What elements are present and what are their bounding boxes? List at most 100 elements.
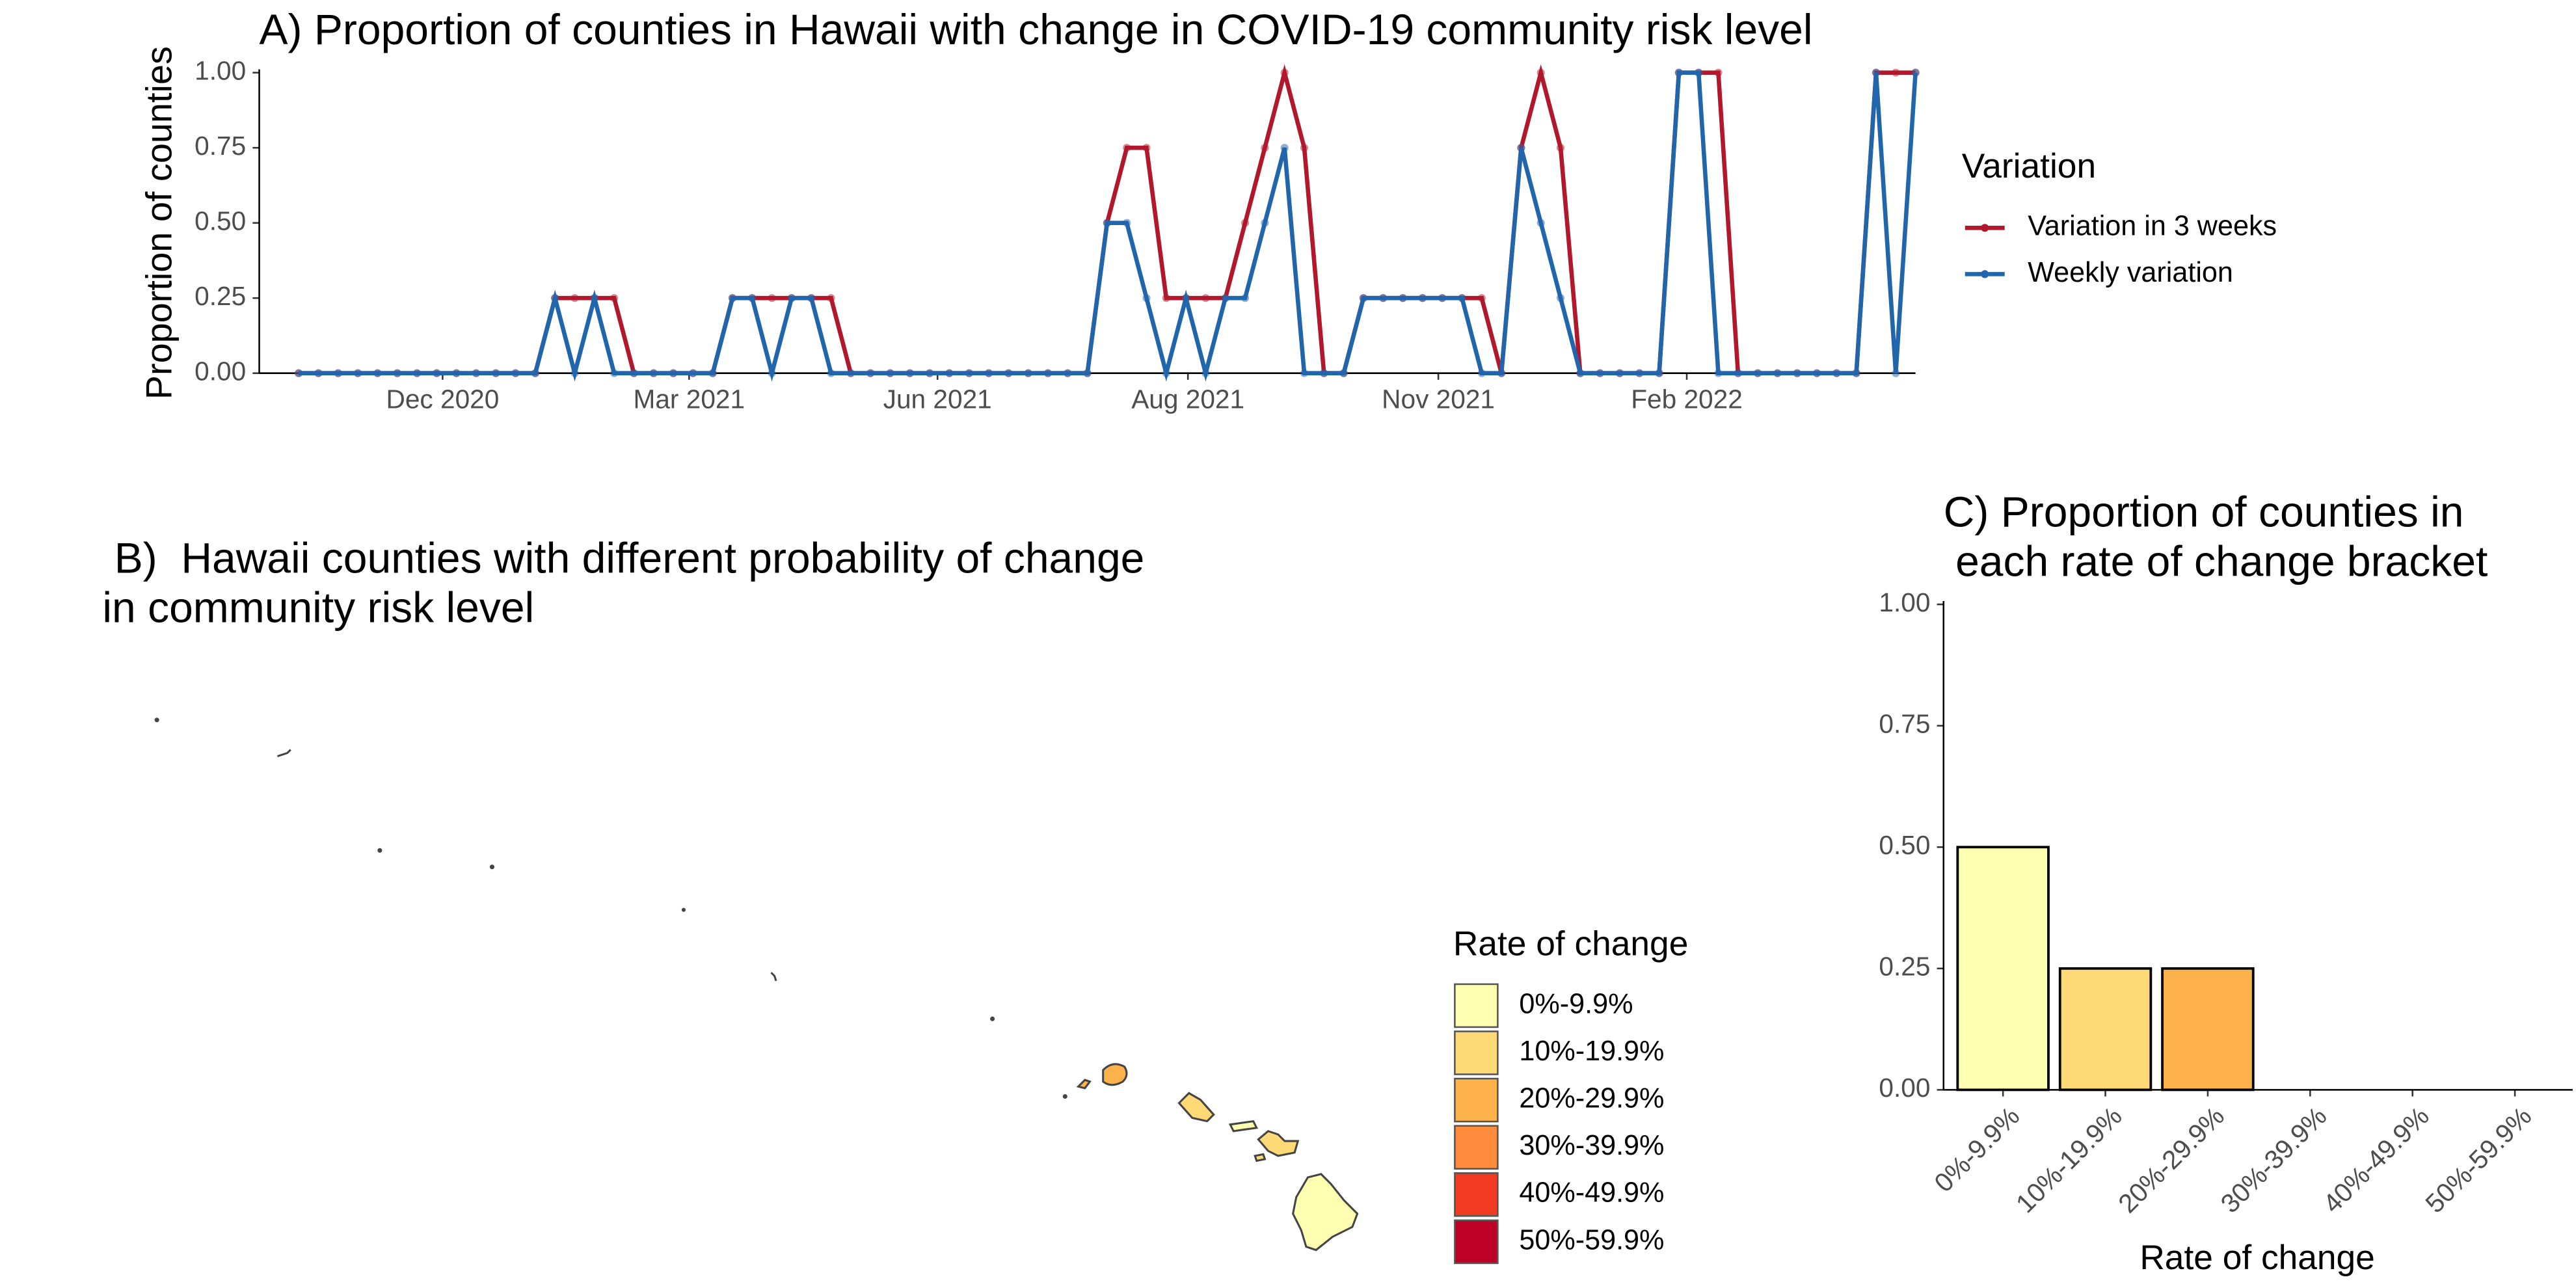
series-point — [768, 294, 776, 302]
series-point — [590, 294, 598, 302]
hawaii-map — [154, 718, 1359, 1252]
series-point — [1339, 369, 1348, 377]
series-point — [827, 369, 835, 377]
series-point — [1872, 68, 1881, 77]
y-tick-label: 0.00 — [195, 356, 246, 386]
series-point — [472, 369, 481, 377]
series-point — [433, 369, 441, 377]
x-tick-label: Nov 2021 — [1382, 384, 1495, 414]
series-point — [334, 369, 342, 377]
series-point — [1162, 369, 1170, 377]
series-point — [906, 369, 914, 377]
series-point — [965, 369, 973, 377]
x-tick-label: Aug 2021 — [1131, 384, 1244, 414]
y-axis-label: Proportion of counties — [139, 46, 180, 399]
series-point — [1320, 369, 1328, 377]
oahu — [1177, 1092, 1215, 1123]
series-point — [1300, 144, 1309, 152]
series-point — [1280, 68, 1289, 77]
series-point — [1655, 369, 1663, 377]
x-tick-label: Mar 2021 — [634, 384, 745, 414]
series-point — [1793, 369, 1801, 377]
series-point — [570, 294, 579, 302]
legend-swatch — [1454, 983, 1499, 1028]
bar — [2058, 967, 2153, 1092]
series-point — [610, 369, 619, 377]
series-point — [1221, 294, 1229, 302]
series-point — [1852, 369, 1860, 377]
series-point — [1399, 294, 1407, 302]
islet — [154, 718, 159, 723]
series-point — [1418, 294, 1427, 302]
legend-dot — [1981, 224, 1989, 232]
series-point — [511, 369, 520, 377]
legend-label: Weekly variation — [2028, 257, 2233, 288]
molokai — [1228, 1120, 1259, 1133]
maui — [1257, 1130, 1300, 1157]
chart-title: each rate of change bracket — [1944, 537, 2488, 585]
y-tick-label: 0.50 — [195, 206, 246, 235]
bar — [2161, 967, 2255, 1092]
series-point — [1714, 369, 1723, 377]
series-point — [1517, 144, 1525, 152]
series-point — [1556, 294, 1565, 302]
x-tick-label: Dec 2020 — [386, 384, 500, 414]
series-point — [373, 369, 382, 377]
series-point — [1024, 369, 1032, 377]
series-point — [630, 369, 638, 377]
legend-title: Variation — [1962, 147, 2096, 185]
series-point — [689, 369, 697, 377]
legend-swatch — [1454, 1172, 1499, 1217]
series-point — [1083, 369, 1092, 377]
x-tick-label: 0%-9.9% — [1928, 1101, 2025, 1198]
series-point — [353, 369, 362, 377]
series-point — [1477, 369, 1486, 377]
series-point — [1359, 294, 1368, 302]
series-point — [1142, 294, 1151, 302]
series-point — [1004, 369, 1013, 377]
y-tick-label: 0.75 — [1879, 708, 1930, 738]
legend-swatch — [1454, 1125, 1499, 1170]
x-tick-label: 40%-49.9% — [2317, 1101, 2435, 1218]
series-point — [1438, 294, 1447, 302]
series-point — [1261, 219, 1269, 227]
y-tick-label: 0.00 — [1879, 1073, 1930, 1103]
legend-label: 10%-19.9% — [1519, 1036, 1664, 1067]
series-point — [412, 369, 422, 377]
series-point — [295, 369, 303, 377]
legend-swatch — [1454, 1219, 1499, 1265]
series-point — [886, 369, 894, 377]
islet — [681, 907, 686, 912]
series-point — [1123, 219, 1131, 227]
series-point — [1201, 369, 1210, 377]
legend-label: Variation in 3 weeks — [2028, 211, 2277, 242]
series-point — [1536, 219, 1545, 227]
series-point — [1892, 68, 1900, 77]
series-point — [1615, 369, 1624, 377]
series-point — [1458, 294, 1466, 302]
chart-title: A) Proportion of counties in Hawaii with… — [260, 5, 1813, 53]
series-point — [1261, 144, 1269, 152]
y-tick-label: 1.00 — [195, 55, 246, 85]
series-point — [1695, 68, 1703, 77]
chart-title: C) Proportion of counties in — [1944, 487, 2464, 535]
y-tick-label: 1.00 — [1879, 587, 1930, 617]
series-point — [984, 369, 993, 377]
series-point — [945, 369, 954, 377]
x-tick-label: 30%-39.9% — [2215, 1101, 2333, 1218]
series-point — [393, 369, 401, 377]
series-point — [492, 369, 500, 377]
series-point — [1162, 294, 1170, 302]
islet — [489, 865, 495, 870]
series-point — [748, 294, 757, 302]
series-point — [1892, 369, 1900, 377]
series-point — [1596, 369, 1604, 377]
islet — [990, 1016, 995, 1021]
legend-dot — [1981, 270, 1989, 278]
bar — [1956, 846, 2050, 1092]
chart-title: in community risk level — [102, 584, 534, 632]
legend-label: 50%-59.9% — [1519, 1224, 1664, 1255]
series-point — [649, 369, 658, 377]
islet — [1062, 1093, 1067, 1099]
